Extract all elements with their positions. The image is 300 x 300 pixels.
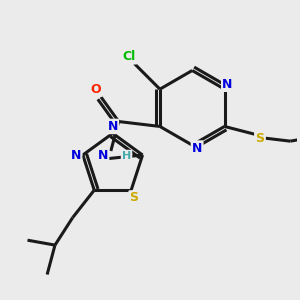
Text: N: N <box>222 78 233 91</box>
Text: N: N <box>107 120 118 133</box>
Text: O: O <box>91 82 101 96</box>
Text: H: H <box>122 151 131 161</box>
Text: N: N <box>98 149 108 162</box>
Text: N: N <box>192 142 202 154</box>
Text: S: S <box>255 132 264 145</box>
Text: N: N <box>71 148 81 161</box>
Text: Cl: Cl <box>123 50 136 63</box>
Text: S: S <box>130 191 139 205</box>
